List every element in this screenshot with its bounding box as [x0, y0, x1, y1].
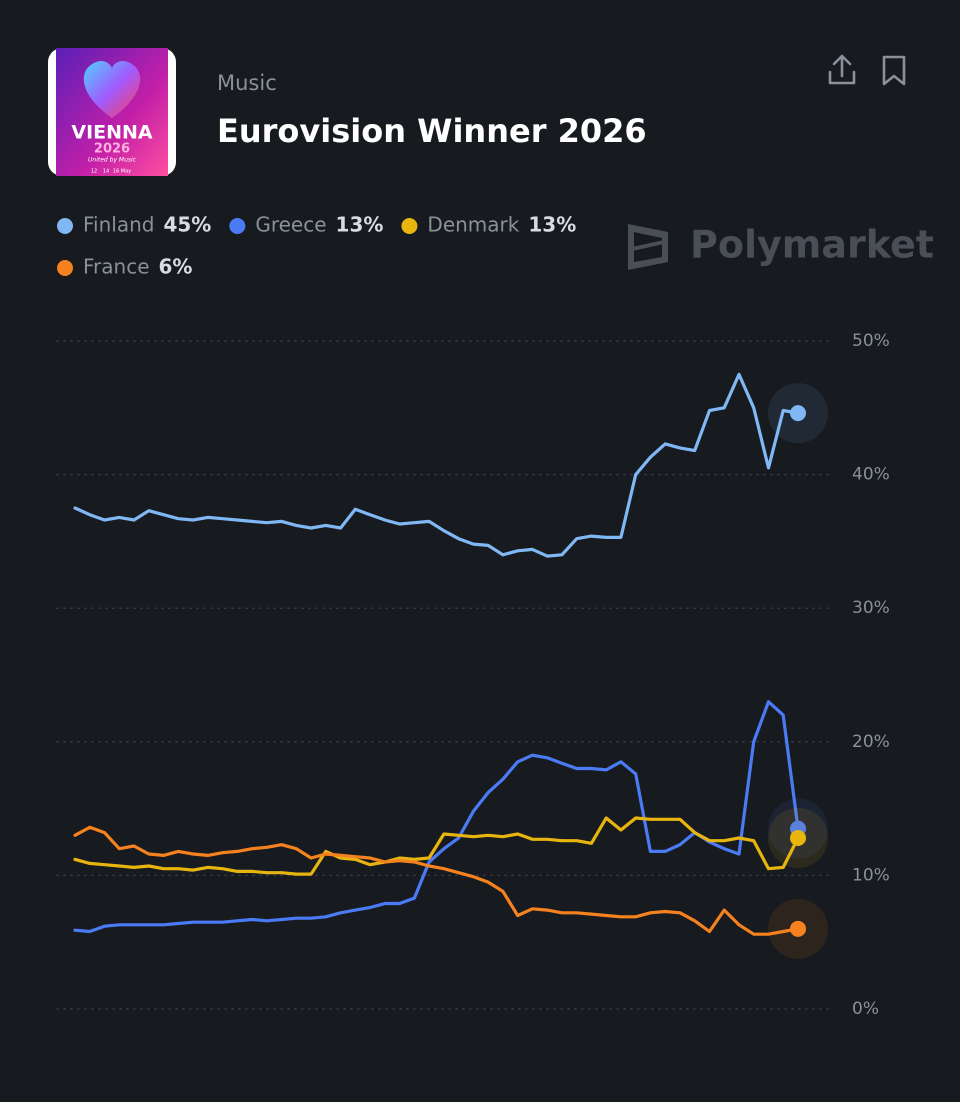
- logo-year: 2026: [94, 142, 130, 157]
- legend-item: Denmark 13%: [401, 213, 576, 237]
- series-line: [73, 700, 800, 934]
- watermark: Polymarket: [628, 223, 934, 270]
- legend-dot: [229, 218, 246, 234]
- y-tick-label: 40%: [852, 465, 890, 485]
- legend-item: Greece 13%: [229, 213, 383, 237]
- logo-heart: [83, 60, 141, 118]
- series-line: [73, 825, 800, 936]
- legend-value: 13%: [336, 213, 384, 237]
- y-tick-label: 50%: [852, 331, 890, 351]
- end-dot: [790, 829, 806, 846]
- watermark-icon: [628, 224, 668, 270]
- watermark-icon: [632, 240, 664, 251]
- series-line: [73, 372, 800, 558]
- legend-dot: [57, 218, 73, 234]
- end-dot: [790, 405, 806, 422]
- title: Eurovision Winner 2026: [217, 112, 647, 150]
- series-line: [73, 816, 800, 876]
- logo: VIENNA 2026 United by Music 12 14 16 May: [48, 48, 176, 176]
- legend-value: 13%: [528, 213, 576, 237]
- legend-value: 6%: [159, 255, 193, 279]
- y-tick-label: 30%: [852, 598, 890, 618]
- logo-motto: United by Music: [88, 157, 137, 164]
- legend-dot: [401, 218, 418, 234]
- legend-dot: [57, 260, 73, 276]
- logo-city: VIENNA: [71, 122, 153, 144]
- legend-item: France 6%: [57, 255, 192, 279]
- legend-name: Greece: [255, 213, 326, 237]
- legend-name: Denmark: [427, 213, 519, 237]
- legend-name: Finland: [83, 213, 154, 237]
- logo-date: 14: [103, 169, 109, 175]
- end-dot: [790, 920, 806, 937]
- y-tick-label: 10%: [852, 865, 890, 885]
- logo-date: 16 May: [113, 169, 131, 175]
- y-tick-label: 0%: [852, 999, 879, 1019]
- logo-date: 12: [91, 169, 97, 175]
- share-button[interactable]: [828, 54, 856, 85]
- legend-name: France: [83, 255, 150, 279]
- legend-value: 45%: [163, 213, 211, 237]
- legend-item: Finland 45%: [57, 213, 211, 237]
- category: Music: [217, 71, 277, 95]
- bookmark-button[interactable]: [882, 55, 906, 86]
- y-tick-label: 20%: [852, 732, 890, 752]
- watermark-text: Polymarket: [690, 223, 934, 267]
